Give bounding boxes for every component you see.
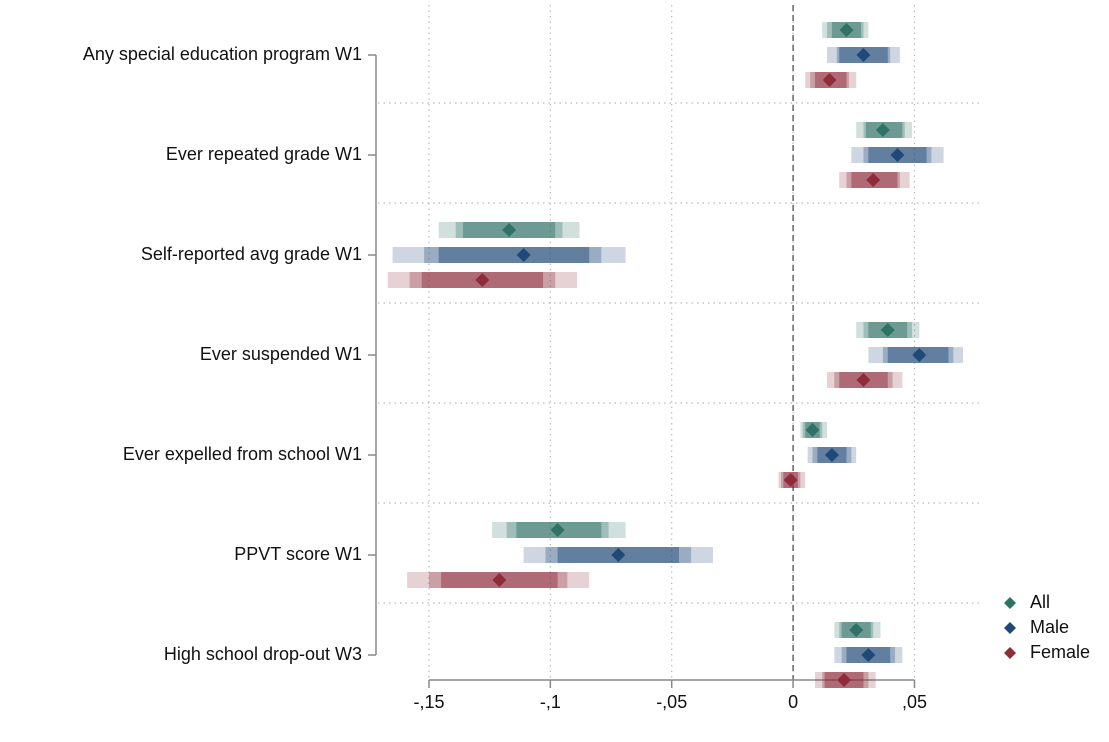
x-tick-label: ,05 — [902, 692, 927, 712]
point-estimate — [912, 348, 927, 362]
legend-marker — [1004, 622, 1016, 634]
point-estimate — [783, 473, 798, 487]
legend-label: Male — [1030, 617, 1069, 637]
y-tick-label: PPVT score W1 — [234, 544, 362, 564]
point-estimate — [849, 623, 864, 637]
legend-label: All — [1030, 592, 1050, 612]
confidence-bar — [424, 247, 602, 263]
point-estimate — [880, 323, 895, 337]
y-tick-label: Ever expelled from school W1 — [123, 444, 362, 464]
y-tick-label: Ever suspended W1 — [200, 344, 362, 364]
point-estimate — [822, 73, 837, 87]
point-estimate — [875, 123, 890, 137]
legend-marker — [1004, 597, 1016, 609]
legend-label: Female — [1030, 642, 1090, 662]
point-estimate — [824, 448, 839, 462]
point-estimate — [866, 173, 881, 187]
point-estimate — [805, 423, 820, 437]
point-estimate — [550, 523, 565, 537]
point-estimate — [502, 223, 517, 237]
point-estimate — [856, 373, 871, 387]
x-tick-label: 0 — [788, 692, 798, 712]
confidence-bar — [392, 247, 626, 263]
y-tick-label: High school drop-out W3 — [164, 644, 362, 664]
point-estimate — [839, 23, 854, 37]
point-estimate — [890, 148, 905, 162]
point-estimate — [516, 248, 531, 262]
point-estimate — [837, 673, 852, 687]
legend-marker — [1004, 647, 1016, 659]
x-tick-label: -,1 — [540, 692, 561, 712]
point-estimate — [861, 648, 876, 662]
x-tick-label: -,05 — [656, 692, 687, 712]
confidence-bar — [438, 247, 590, 263]
point-estimate — [492, 573, 507, 587]
point-estimate — [611, 548, 626, 562]
x-tick-label: -,15 — [413, 692, 444, 712]
point-estimate — [856, 48, 871, 62]
y-tick-label: Ever repeated grade W1 — [166, 144, 362, 164]
y-tick-label: Self-reported avg grade W1 — [141, 244, 362, 264]
y-tick-label: Any special education program W1 — [83, 44, 362, 64]
point-estimate — [475, 273, 490, 287]
